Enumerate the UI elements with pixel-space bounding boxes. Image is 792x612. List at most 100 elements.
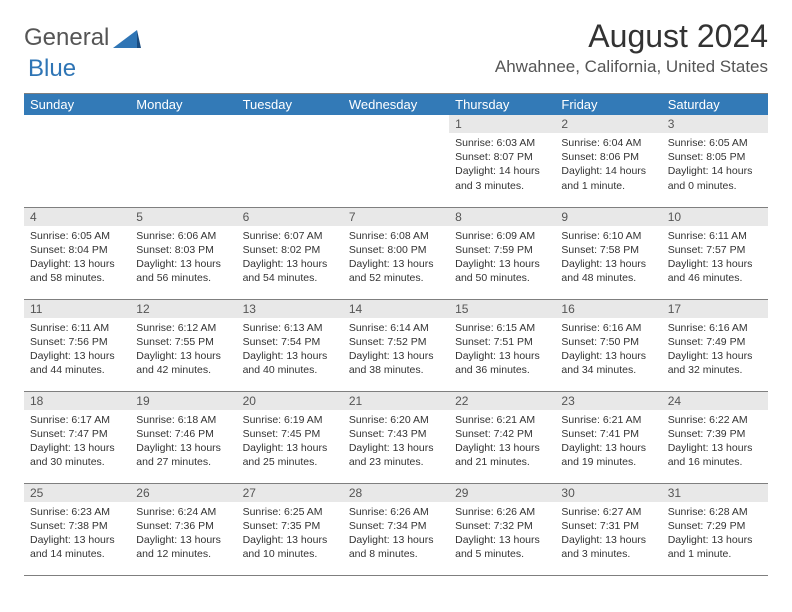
sunset-text: Sunset: 7:29 PM bbox=[668, 519, 762, 533]
sunset-text: Sunset: 8:00 PM bbox=[349, 243, 443, 257]
day-cell: 31Sunrise: 6:28 AMSunset: 7:29 PMDayligh… bbox=[662, 483, 768, 575]
daylight-text-1: Daylight: 13 hours bbox=[136, 257, 230, 271]
day-details: Sunrise: 6:24 AMSunset: 7:36 PMDaylight:… bbox=[130, 502, 236, 566]
day-number: 11 bbox=[24, 300, 130, 318]
day-cell: 25Sunrise: 6:23 AMSunset: 7:38 PMDayligh… bbox=[24, 483, 130, 575]
day-details: Sunrise: 6:21 AMSunset: 7:41 PMDaylight:… bbox=[555, 410, 661, 474]
day-cell: 6Sunrise: 6:07 AMSunset: 8:02 PMDaylight… bbox=[237, 207, 343, 299]
week-row: 4Sunrise: 6:05 AMSunset: 8:04 PMDaylight… bbox=[24, 207, 768, 299]
day-details: Sunrise: 6:10 AMSunset: 7:58 PMDaylight:… bbox=[555, 226, 661, 290]
day-cell: 14Sunrise: 6:14 AMSunset: 7:52 PMDayligh… bbox=[343, 299, 449, 391]
daylight-text-1: Daylight: 13 hours bbox=[668, 349, 762, 363]
weekday-header: Saturday bbox=[662, 94, 768, 116]
day-details: Sunrise: 6:11 AMSunset: 7:57 PMDaylight:… bbox=[662, 226, 768, 290]
day-details: Sunrise: 6:15 AMSunset: 7:51 PMDaylight:… bbox=[449, 318, 555, 382]
sunrise-text: Sunrise: 6:15 AM bbox=[455, 321, 549, 335]
sunset-text: Sunset: 8:03 PM bbox=[136, 243, 230, 257]
sunrise-text: Sunrise: 6:18 AM bbox=[136, 413, 230, 427]
daylight-text-2: and 32 minutes. bbox=[668, 363, 762, 377]
daylight-text-1: Daylight: 13 hours bbox=[136, 441, 230, 455]
day-cell: 23Sunrise: 6:21 AMSunset: 7:41 PMDayligh… bbox=[555, 391, 661, 483]
sunrise-text: Sunrise: 6:27 AM bbox=[561, 505, 655, 519]
day-cell: 16Sunrise: 6:16 AMSunset: 7:50 PMDayligh… bbox=[555, 299, 661, 391]
daylight-text-2: and 3 minutes. bbox=[455, 179, 549, 193]
day-number: 29 bbox=[449, 484, 555, 502]
daylight-text-2: and 40 minutes. bbox=[243, 363, 337, 377]
sunset-text: Sunset: 7:43 PM bbox=[349, 427, 443, 441]
daylight-text-1: Daylight: 13 hours bbox=[243, 257, 337, 271]
daylight-text-1: Daylight: 13 hours bbox=[561, 349, 655, 363]
daylight-text-1: Daylight: 13 hours bbox=[243, 441, 337, 455]
week-row: 11Sunrise: 6:11 AMSunset: 7:56 PMDayligh… bbox=[24, 299, 768, 391]
day-number: 23 bbox=[555, 392, 661, 410]
day-number: 19 bbox=[130, 392, 236, 410]
day-details: Sunrise: 6:11 AMSunset: 7:56 PMDaylight:… bbox=[24, 318, 130, 382]
daylight-text-2: and 30 minutes. bbox=[30, 455, 124, 469]
daylight-text-1: Daylight: 13 hours bbox=[349, 349, 443, 363]
day-cell bbox=[130, 115, 236, 207]
daylight-text-2: and 1 minute. bbox=[561, 179, 655, 193]
daylight-text-2: and 10 minutes. bbox=[243, 547, 337, 561]
weekday-header: Friday bbox=[555, 94, 661, 116]
day-cell: 13Sunrise: 6:13 AMSunset: 7:54 PMDayligh… bbox=[237, 299, 343, 391]
day-cell: 1Sunrise: 6:03 AMSunset: 8:07 PMDaylight… bbox=[449, 115, 555, 207]
daylight-text-2: and 48 minutes. bbox=[561, 271, 655, 285]
day-details: Sunrise: 6:09 AMSunset: 7:59 PMDaylight:… bbox=[449, 226, 555, 290]
sunset-text: Sunset: 8:07 PM bbox=[455, 150, 549, 164]
day-details: Sunrise: 6:17 AMSunset: 7:47 PMDaylight:… bbox=[24, 410, 130, 474]
daylight-text-2: and 46 minutes. bbox=[668, 271, 762, 285]
weekday-header: Thursday bbox=[449, 94, 555, 116]
daylight-text-2: and 19 minutes. bbox=[561, 455, 655, 469]
daylight-text-2: and 1 minute. bbox=[668, 547, 762, 561]
sunrise-text: Sunrise: 6:14 AM bbox=[349, 321, 443, 335]
day-number: 5 bbox=[130, 208, 236, 226]
day-details: Sunrise: 6:21 AMSunset: 7:42 PMDaylight:… bbox=[449, 410, 555, 474]
daylight-text-2: and 36 minutes. bbox=[455, 363, 549, 377]
daylight-text-1: Daylight: 13 hours bbox=[30, 441, 124, 455]
daylight-text-2: and 16 minutes. bbox=[668, 455, 762, 469]
daylight-text-1: Daylight: 13 hours bbox=[136, 533, 230, 547]
day-cell: 7Sunrise: 6:08 AMSunset: 8:00 PMDaylight… bbox=[343, 207, 449, 299]
sunset-text: Sunset: 7:38 PM bbox=[30, 519, 124, 533]
daylight-text-1: Daylight: 13 hours bbox=[136, 349, 230, 363]
sunrise-text: Sunrise: 6:16 AM bbox=[668, 321, 762, 335]
daylight-text-2: and 5 minutes. bbox=[455, 547, 549, 561]
week-row: 18Sunrise: 6:17 AMSunset: 7:47 PMDayligh… bbox=[24, 391, 768, 483]
day-cell: 28Sunrise: 6:26 AMSunset: 7:34 PMDayligh… bbox=[343, 483, 449, 575]
daylight-text-2: and 8 minutes. bbox=[349, 547, 443, 561]
sunset-text: Sunset: 7:34 PM bbox=[349, 519, 443, 533]
daylight-text-1: Daylight: 13 hours bbox=[668, 533, 762, 547]
day-details: Sunrise: 6:26 AMSunset: 7:32 PMDaylight:… bbox=[449, 502, 555, 566]
sunrise-text: Sunrise: 6:25 AM bbox=[243, 505, 337, 519]
sunset-text: Sunset: 8:04 PM bbox=[30, 243, 124, 257]
day-cell: 18Sunrise: 6:17 AMSunset: 7:47 PMDayligh… bbox=[24, 391, 130, 483]
day-cell: 8Sunrise: 6:09 AMSunset: 7:59 PMDaylight… bbox=[449, 207, 555, 299]
daylight-text-1: Daylight: 13 hours bbox=[243, 533, 337, 547]
sunset-text: Sunset: 7:57 PM bbox=[668, 243, 762, 257]
day-number: 17 bbox=[662, 300, 768, 318]
logo-text-general: General bbox=[24, 24, 109, 52]
day-details: Sunrise: 6:06 AMSunset: 8:03 PMDaylight:… bbox=[130, 226, 236, 290]
sunset-text: Sunset: 7:36 PM bbox=[136, 519, 230, 533]
daylight-text-2: and 21 minutes. bbox=[455, 455, 549, 469]
sunrise-text: Sunrise: 6:17 AM bbox=[30, 413, 124, 427]
daylight-text-1: Daylight: 13 hours bbox=[349, 441, 443, 455]
day-number: 25 bbox=[24, 484, 130, 502]
day-details: Sunrise: 6:27 AMSunset: 7:31 PMDaylight:… bbox=[555, 502, 661, 566]
sunset-text: Sunset: 7:46 PM bbox=[136, 427, 230, 441]
day-number bbox=[237, 115, 343, 133]
day-number: 18 bbox=[24, 392, 130, 410]
sunrise-text: Sunrise: 6:20 AM bbox=[349, 413, 443, 427]
day-cell: 5Sunrise: 6:06 AMSunset: 8:03 PMDaylight… bbox=[130, 207, 236, 299]
sunset-text: Sunset: 8:05 PM bbox=[668, 150, 762, 164]
day-cell: 4Sunrise: 6:05 AMSunset: 8:04 PMDaylight… bbox=[24, 207, 130, 299]
daylight-text-1: Daylight: 14 hours bbox=[455, 164, 549, 178]
sunrise-text: Sunrise: 6:06 AM bbox=[136, 229, 230, 243]
sunset-text: Sunset: 7:32 PM bbox=[455, 519, 549, 533]
sunset-text: Sunset: 8:02 PM bbox=[243, 243, 337, 257]
sunset-text: Sunset: 7:41 PM bbox=[561, 427, 655, 441]
sunrise-text: Sunrise: 6:09 AM bbox=[455, 229, 549, 243]
day-cell: 21Sunrise: 6:20 AMSunset: 7:43 PMDayligh… bbox=[343, 391, 449, 483]
day-number: 13 bbox=[237, 300, 343, 318]
calendar-body: 1Sunrise: 6:03 AMSunset: 8:07 PMDaylight… bbox=[24, 115, 768, 575]
